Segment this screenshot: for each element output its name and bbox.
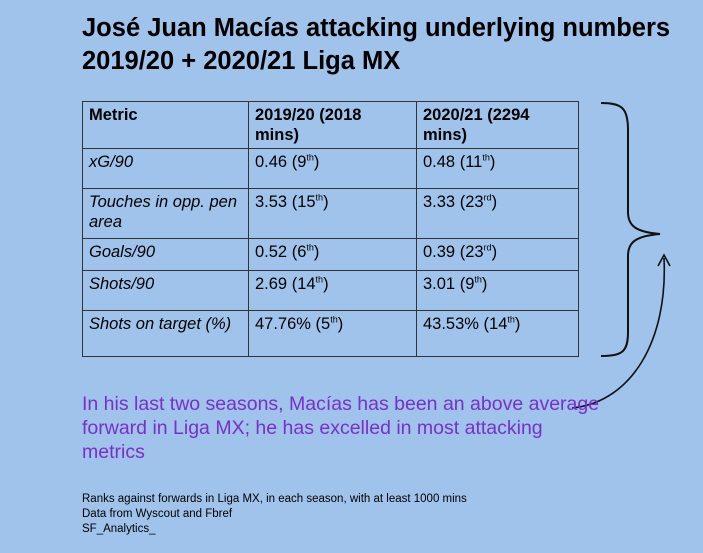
table-row: Shots/90 2.69 (14th) 3.01 (9th): [82, 270, 579, 311]
metric-cell: Goals/90: [82, 238, 249, 271]
footnote-sources: Data from Wyscout and Fbref: [82, 508, 233, 520]
value-cell-2019-20: 2.69 (14th): [248, 270, 417, 311]
value-cell-2019-20: 3.53 (15th): [248, 188, 417, 239]
table-row: Touches in opp. pen area 3.53 (15th) 3.3…: [82, 188, 579, 239]
value-cell-2020-21: 0.39 (23rd): [416, 238, 579, 271]
header-metric: Metric: [82, 101, 249, 149]
metric-cell: xG/90: [82, 148, 249, 189]
curved-arrow: [571, 257, 666, 409]
table-header-row: Metric 2019/20 (2018 mins) 2020/21 (2294…: [82, 101, 579, 149]
value-cell-2020-21: 43.53% (14th): [416, 310, 579, 357]
table-row: Shots on target (%) 47.76% (5th) 43.53% …: [82, 310, 579, 357]
footnote-ranks: Ranks against forwards in Liga MX, in ea…: [82, 493, 467, 505]
annotation-text: In his last two seasons, Macías has been…: [82, 393, 600, 463]
arrow-head-icon: [657, 253, 671, 267]
footnotes: Ranks against forwards in Liga MX, in ea…: [82, 492, 467, 537]
page-title: José Juan Macías attacking underlying nu…: [82, 14, 671, 75]
right-curly-brace: [600, 102, 661, 357]
value-cell-2020-21: 3.33 (23rd): [416, 188, 579, 239]
header-season-2020-21: 2020/21 (2294 mins): [416, 101, 579, 149]
value-cell-2019-20: 47.76% (5th): [248, 310, 417, 357]
footnote-author: SF_Analytics_: [82, 523, 156, 535]
metric-cell: Shots on target (%): [82, 310, 249, 357]
stats-table: Metric 2019/20 (2018 mins) 2020/21 (2294…: [82, 101, 579, 357]
value-cell-2019-20: 0.46 (9th): [248, 148, 417, 189]
